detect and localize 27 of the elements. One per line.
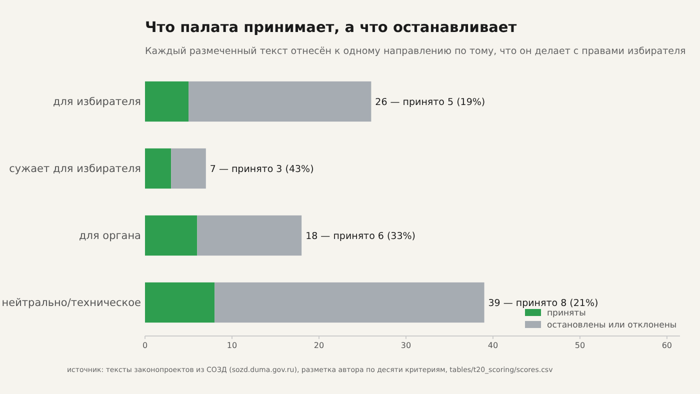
x-tick-label: 20 bbox=[314, 341, 324, 350]
bar bbox=[171, 148, 206, 189]
chart-subtitle: Каждый размеченный текст отнесён к одному направлению по тому, что он делает с правами избирателя bbox=[145, 46, 686, 57]
x-tick-label: 10 bbox=[226, 341, 238, 350]
x-tick-label: 0 bbox=[142, 341, 148, 350]
total-label: 39 — принято 8 (21%) bbox=[488, 298, 598, 309]
y-tick-label: для избирателя bbox=[52, 96, 141, 108]
total-label: 18 — принято 6 (33%) bbox=[306, 230, 416, 242]
legend-label: приняты bbox=[547, 308, 586, 319]
bar bbox=[188, 81, 372, 122]
x-tick-label: 60 bbox=[662, 341, 672, 350]
y-tick-label: для органа bbox=[79, 230, 141, 242]
legend-label: остановлены или отклонены bbox=[547, 320, 677, 331]
y-tick-label: сужает для избирателя bbox=[9, 163, 141, 176]
x-tick-label: 40 bbox=[488, 341, 498, 350]
bar bbox=[145, 81, 188, 122]
bar bbox=[214, 282, 484, 323]
total-label: 26 — принято 5 (19%) bbox=[375, 96, 486, 108]
y-tick-label: нейтрально/техническое bbox=[2, 297, 141, 310]
bar bbox=[145, 148, 172, 189]
x-tick-label: 30 bbox=[400, 341, 412, 350]
bar bbox=[197, 215, 302, 256]
total-label: 7 — принято 3 (43%) bbox=[210, 164, 314, 175]
bar bbox=[145, 215, 198, 256]
x-tick-label: 50 bbox=[574, 341, 586, 350]
chart-title: Что палата принимает, а что останавливает bbox=[145, 20, 518, 36]
bar bbox=[145, 282, 215, 323]
